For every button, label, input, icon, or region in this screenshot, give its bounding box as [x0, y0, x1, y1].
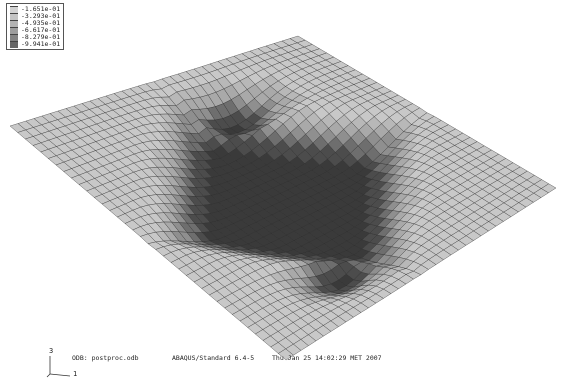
legend-label: -3.293e-01: [21, 12, 61, 20]
legend-label: -6.617e-01: [21, 26, 61, 34]
legend-swatch: [10, 6, 18, 13]
legend-label: -8.279e-01: [21, 33, 61, 41]
odb-name: ODB: postproc.odb: [72, 354, 139, 362]
legend-label: -9.941e-01: [21, 40, 61, 48]
legend-row: -3.293e-01: [10, 13, 60, 20]
legend-label: -4.935e-01: [21, 19, 61, 27]
triad-axis-3-label: 3: [49, 347, 54, 355]
legend-swatch: [10, 27, 18, 34]
legend-swatch: [10, 34, 18, 41]
legend-label: -1.651e-01: [21, 5, 61, 13]
deformed-mesh: [9, 35, 557, 361]
triad-axis-1-label: 1: [73, 370, 78, 378]
view-triad: 3 1: [46, 346, 86, 378]
legend-row: -1.651e-01: [10, 6, 60, 13]
legend-row: -4.935e-01: [10, 20, 60, 27]
legend-swatch: [10, 20, 18, 27]
legend-row: -8.279e-01: [10, 34, 60, 41]
solver-version: ABAQUS/Standard 6.4-5: [172, 354, 255, 362]
mesh-element: [540, 183, 557, 194]
triad-axes-icon: [46, 356, 71, 378]
legend-swatch: [10, 41, 18, 48]
viewport-info-line: ODB: postproc.odb ABAQUS/Standard 6.4-5 …: [72, 354, 382, 362]
legend-swatch: [10, 13, 18, 20]
legend-row: -6.617e-01: [10, 27, 60, 34]
timestamp: Thu Jan 25 14:02:29 MET 2007: [272, 354, 382, 362]
contour-legend: -1.651e-01 -3.293e-01 -4.935e-01 -6.617e…: [6, 3, 65, 50]
legend-row: -9.941e-01: [10, 41, 60, 48]
